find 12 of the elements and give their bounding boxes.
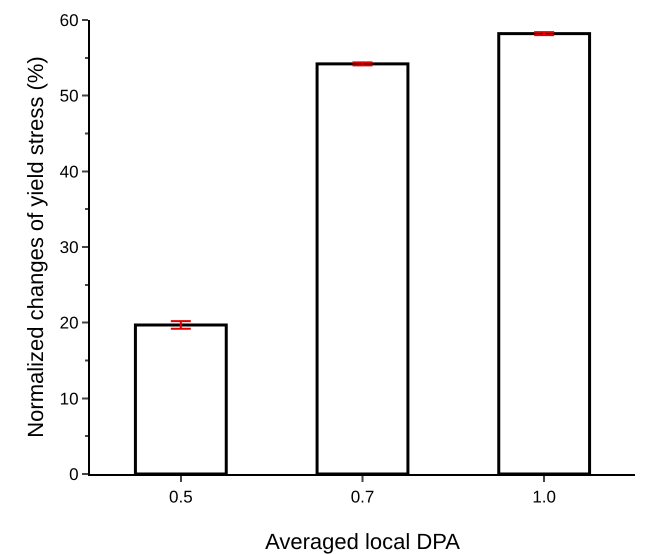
y-tick-label: 30 (60, 238, 79, 257)
y-tick-label: 50 (60, 86, 79, 106)
x-axis-title: Averaged local DPA (265, 529, 460, 554)
y-tick-label: 60 (60, 10, 79, 30)
x-tick-label: 0.7 (350, 487, 374, 506)
y-tick-label: 20 (60, 314, 79, 333)
y-axis-title: Normalized changes of yield stress (%) (22, 56, 48, 438)
y-tick-label: 0 (69, 464, 79, 484)
y-tick-label: 10 (60, 389, 79, 408)
x-tick-label: 1.0 (532, 487, 556, 506)
x-tick-label: 0.5 (169, 487, 193, 506)
y-tick-label: 40 (60, 162, 79, 182)
